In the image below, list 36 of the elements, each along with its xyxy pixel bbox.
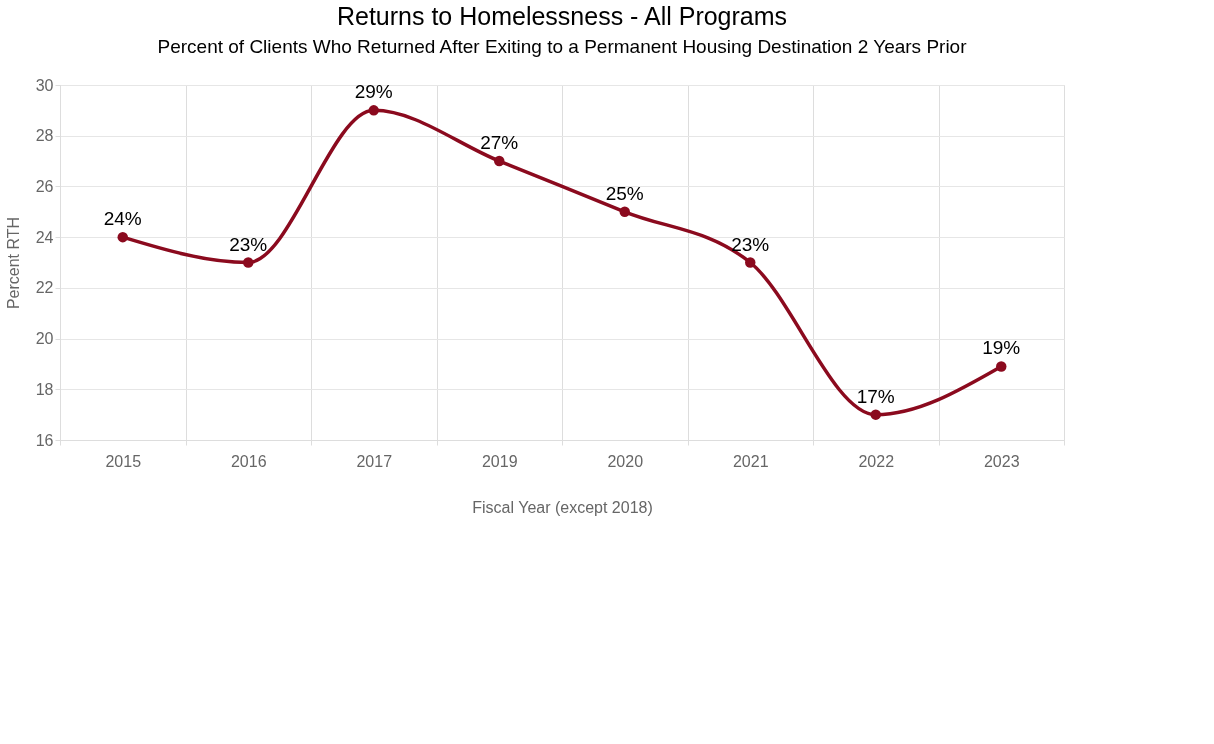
y-tick-label: 22: [35, 279, 54, 297]
y-tick-label: 28: [35, 127, 54, 145]
x-tick-label: 2022: [858, 452, 895, 470]
x-tick-label: 2021: [732, 452, 769, 470]
chart-subtitle: Percent of Clients Who Returned After Exiting to a Permanent Housing Destination 2 Years Prior: [157, 36, 968, 57]
y-tick-label: 20: [35, 330, 54, 348]
x-tick-label: 2023: [983, 452, 1020, 470]
y-axis-title: Percent RTH: [4, 216, 22, 310]
point: [745, 257, 756, 268]
y-tick-label: 18: [35, 380, 54, 398]
data-label: 19%: [982, 337, 1021, 359]
data-label: 29%: [354, 81, 393, 103]
x-tick-label: 2016: [230, 452, 267, 470]
point: [619, 206, 630, 218]
y-tick-label: 26: [35, 177, 54, 195]
y-tick-label: 16: [35, 431, 54, 449]
chart-title: Returns to Homelessness - All Programs: [336, 2, 788, 30]
x-tick-label: 2017: [356, 452, 393, 470]
data-label: 23%: [229, 233, 268, 255]
x-axis-title: Fiscal Year (except 2018): [472, 498, 653, 516]
point: [117, 231, 128, 243]
data-label: 24%: [103, 208, 142, 230]
y-tick-label: 30: [35, 76, 54, 94]
y-tick-label: 24: [35, 228, 54, 246]
point: [368, 105, 379, 116]
data-label: 23%: [731, 233, 770, 255]
point: [996, 361, 1007, 372]
x-tick-label: 2020: [607, 452, 644, 470]
point: [870, 409, 881, 420]
point: [494, 155, 505, 167]
data-label: 17%: [856, 385, 895, 407]
data-label: 27%: [480, 132, 519, 154]
x-tick-label: 2019: [481, 452, 518, 470]
point: [243, 257, 254, 268]
data-label: 25%: [605, 182, 644, 204]
x-tick-label: 2015: [105, 452, 142, 470]
